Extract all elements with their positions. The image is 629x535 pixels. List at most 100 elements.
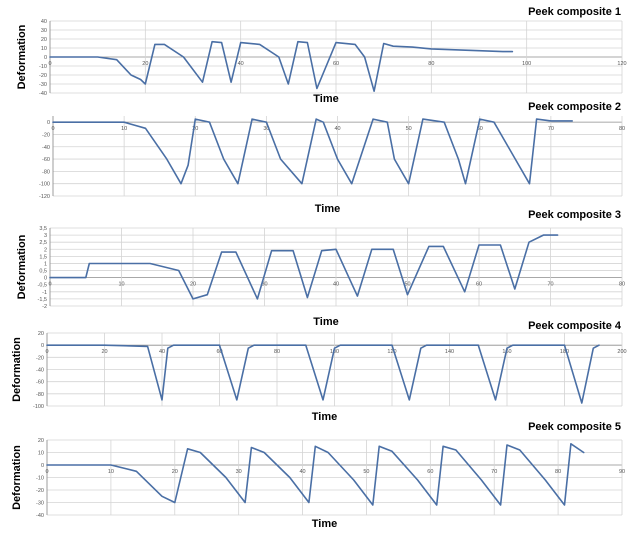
x-tick-label: 40 — [299, 469, 305, 475]
y-tick-label: -100 — [33, 404, 44, 410]
x-tick-label: 60 — [333, 61, 339, 67]
x-tick-label: 160 — [502, 349, 511, 355]
y-tick-label: -1,5 — [38, 297, 47, 303]
x-tick-label: 20 — [142, 61, 148, 67]
y-tick-label: 10 — [41, 46, 47, 52]
y-tick-label: -30 — [39, 82, 47, 88]
x-tick-label: 140 — [445, 349, 454, 355]
x-tick-label: 50 — [404, 282, 410, 288]
x-axis-label: Time — [312, 518, 337, 530]
y-tick-label: 10 — [38, 451, 44, 457]
y-axis-label: Deformation — [11, 445, 23, 510]
chart-title: Peek composite 4 — [528, 320, 622, 332]
series-line — [46, 344, 600, 404]
y-tick-label: -40 — [42, 145, 50, 151]
x-tick-label: 70 — [547, 282, 553, 288]
y-tick-label: -2 — [42, 304, 47, 310]
x-tick-label: 30 — [236, 469, 242, 475]
chart-panel-1: -40-30-20-10010203040020406080100120Peek… — [16, 6, 627, 105]
y-tick-label: -1 — [42, 290, 47, 296]
x-tick-label: 80 — [428, 61, 434, 67]
x-tick-label: 60 — [216, 349, 222, 355]
y-tick-label: -60 — [36, 380, 44, 386]
y-tick-label: -30 — [36, 501, 44, 507]
x-tick-label: 30 — [261, 282, 267, 288]
x-tick-label: 50 — [363, 469, 369, 475]
x-tick-label: 50 — [406, 126, 412, 132]
x-tick-label: 20 — [190, 282, 196, 288]
x-tick-label: 200 — [617, 349, 626, 355]
x-tick-label: 80 — [619, 282, 625, 288]
y-axis-label: Deformation — [16, 234, 28, 299]
x-tick-label: 60 — [476, 282, 482, 288]
chart-panel-3: 3,532,521,510,50-0,5-1-1,5-2010203040506… — [16, 209, 625, 328]
y-tick-label: 30 — [41, 28, 47, 34]
x-axis-label: Time — [312, 411, 337, 423]
y-axis-label: Deformation — [16, 24, 28, 89]
series-line — [46, 442, 585, 506]
y-tick-label: -20 — [42, 132, 50, 138]
y-axis-label: Deformation — [11, 337, 23, 402]
x-tick-label: 60 — [427, 469, 433, 475]
x-tick-label: 20 — [172, 469, 178, 475]
x-tick-label: 40 — [238, 61, 244, 67]
y-tick-label: -100 — [39, 182, 50, 188]
x-tick-label: 40 — [159, 349, 165, 355]
y-tick-label: -80 — [42, 169, 50, 175]
y-tick-label: 20 — [38, 438, 44, 444]
y-tick-label: 0 — [44, 55, 47, 61]
y-tick-label: 0 — [47, 120, 50, 126]
y-tick-label: -20 — [39, 73, 47, 79]
y-tick-label: -60 — [42, 157, 50, 163]
y-tick-label: 40 — [41, 19, 47, 25]
x-tick-label: 90 — [619, 469, 625, 475]
y-tick-label: -40 — [36, 513, 44, 519]
y-tick-label: -120 — [39, 194, 50, 200]
y-tick-label: 20 — [41, 37, 47, 43]
chart-panel-2: 0-20-40-60-80-100-12001020304050607080Pe… — [39, 101, 625, 215]
chart-title: Peek composite 1 — [528, 6, 621, 18]
x-tick-label: 40 — [333, 282, 339, 288]
x-tick-label: 100 — [522, 61, 531, 67]
x-tick-label: 80 — [619, 126, 625, 132]
x-tick-label: 120 — [617, 61, 626, 67]
chart-panel-5: 20100-10-20-30-400102030405060708090Peek… — [11, 421, 625, 530]
x-tick-label: 80 — [555, 469, 561, 475]
y-tick-label: -20 — [36, 488, 44, 494]
chart-title: Peek composite 5 — [528, 421, 621, 433]
x-tick-label: 180 — [560, 349, 569, 355]
y-tick-label: -40 — [36, 368, 44, 374]
x-axis-label: Time — [315, 203, 340, 215]
y-tick-label: 3,5 — [39, 226, 47, 232]
x-tick-label: 120 — [387, 349, 396, 355]
y-tick-label: -80 — [36, 392, 44, 398]
y-tick-label: -10 — [39, 64, 47, 70]
x-tick-label: 40 — [334, 126, 340, 132]
x-tick-label: 80 — [274, 349, 280, 355]
y-tick-label: -0,5 — [38, 283, 47, 289]
series-line — [49, 234, 559, 300]
y-tick-label: -40 — [39, 91, 47, 97]
x-tick-label: 100 — [330, 349, 339, 355]
y-tick-label: 3 — [44, 233, 47, 239]
x-tick-label: 60 — [477, 126, 483, 132]
x-tick-label: 20 — [101, 349, 107, 355]
x-axis-label: Time — [313, 93, 338, 105]
series-line — [52, 118, 574, 185]
x-tick-label: 70 — [491, 469, 497, 475]
x-tick-label: 30 — [263, 126, 269, 132]
y-tick-label: 0,5 — [39, 269, 47, 275]
y-tick-label: 0 — [41, 343, 44, 349]
y-tick-label: -20 — [36, 355, 44, 361]
y-tick-label: 2,5 — [39, 240, 47, 246]
chart-panel-4: 200 -20 -40 -60 -80 -100 0 20 40 60 80 100 120 140 160… — [11, 320, 627, 423]
chart-title: Peek composite 3 — [528, 209, 621, 221]
x-tick-label: 20 — [192, 126, 198, 132]
y-tick-label: 20 — [38, 331, 44, 337]
chart-title: Peek composite 2 — [528, 101, 621, 113]
x-tick-label: 70 — [548, 126, 554, 132]
y-tick-label: 0 — [41, 463, 44, 469]
x-tick-label: 10 — [118, 282, 124, 288]
x-tick-label: 10 — [108, 469, 114, 475]
